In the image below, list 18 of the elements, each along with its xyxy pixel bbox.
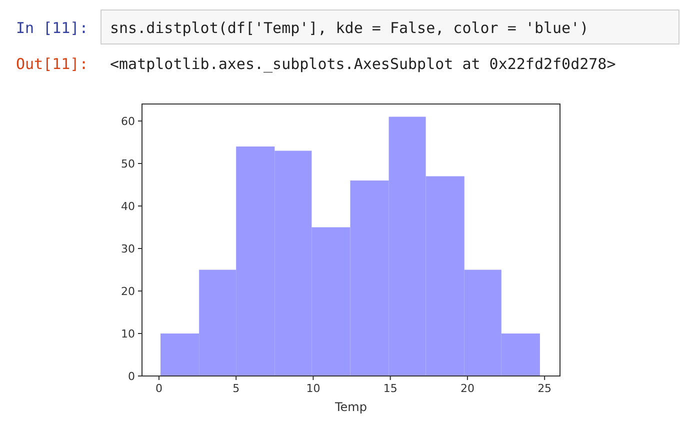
x-tick-label: 25: [538, 382, 552, 395]
x-axis-title: Temp: [334, 400, 367, 414]
x-tick-label: 20: [460, 382, 474, 395]
x-tick-label: 10: [306, 382, 320, 395]
text: sns.distplot(df['Temp'], kde = False, color = 'blue'): [110, 19, 589, 37]
text: Out[11]:: [16, 55, 88, 73]
x-tick-label: 15: [383, 382, 398, 395]
x-tick-label: 5: [232, 382, 240, 395]
y-tick-label: 50: [121, 158, 135, 170]
y-tick-label: 60: [121, 115, 135, 128]
y-tick-label: 30: [121, 242, 135, 256]
y-tick-label: 10: [121, 328, 135, 340]
text: In [11]:: [16, 19, 88, 37]
y-tick-label: 0: [128, 370, 135, 383]
x-tick-label: 0: [155, 382, 162, 395]
text: <matplotlib.axes._subplots.AxesSubplot at 0x22fd2f0d278>: [110, 55, 616, 73]
y-tick-label: 20: [121, 285, 135, 298]
y-tick-label: 40: [121, 200, 135, 213]
